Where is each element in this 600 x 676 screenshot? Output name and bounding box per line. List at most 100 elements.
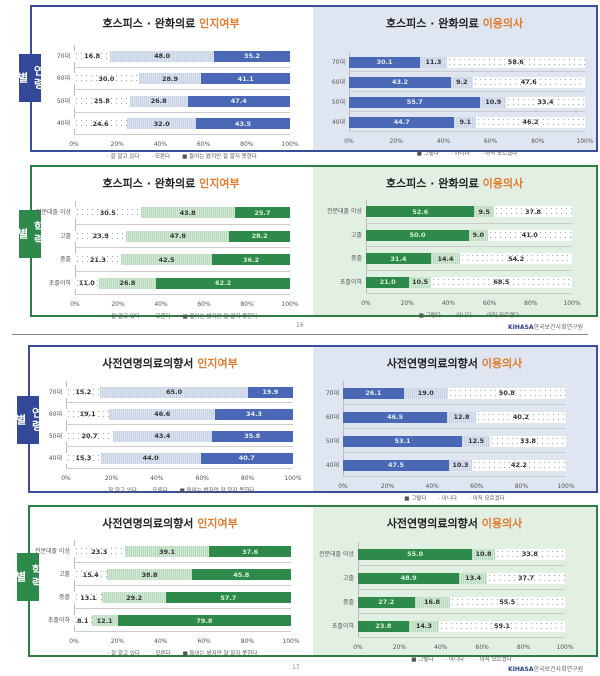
bar-row: 전문대졸 이상 52.6 9.5 37.8 xyxy=(327,206,572,218)
row-divider xyxy=(75,247,290,248)
bar-segment: 12.1 xyxy=(91,615,118,626)
row-divider xyxy=(366,222,572,224)
chart-title-highlight: 인지여부 xyxy=(197,517,238,530)
bar-row: 60대 43.2 9.2 47.6 xyxy=(332,76,585,88)
chart-title-main: 사전연명의료의향서 xyxy=(102,517,198,530)
bar-row: 40대 15.3 44.0 40.7 xyxy=(49,452,293,464)
row-divider xyxy=(74,562,291,563)
chart-5: 사전연명의료의향서 인지여부 70대 15.2 65.0 19.9 60대 19.1 46.6… xyxy=(28,345,312,495)
plot-area: 70대 30.1 11.3 58.6 60대 43.2 9.2 47.6 50대 55.7 10.9… xyxy=(332,52,594,157)
chart-title: 호스피스 · 완화의료 이용의사 xyxy=(311,175,598,191)
bar-segment: 33.8 xyxy=(490,435,566,447)
chart-title-main: 사전연명의료의향서 xyxy=(102,357,198,370)
bar-segment: 35.2 xyxy=(213,50,290,62)
chart-title-main: 호스피스 · 완화의료 xyxy=(385,17,483,30)
category-label: 50대 xyxy=(331,98,345,106)
bar-segment: 28.2 xyxy=(229,230,290,242)
x-tick-label: 0% xyxy=(61,475,71,482)
legend-item: ■ 들어는 봤지만 잘 알지 못한다 xyxy=(182,154,257,160)
chart-legend: ■ 그렇다 · 아니다 · 아직 모르겠다 xyxy=(349,149,585,157)
row-divider xyxy=(343,404,566,405)
bar-row: 40대 24.6 32.0 43.5 xyxy=(57,118,290,130)
legend-item: ■ 그렇다 xyxy=(416,151,439,157)
bar-row: 초졸이하 21.0 10.5 68.5 xyxy=(340,276,572,288)
page-number: 17 xyxy=(292,664,300,671)
row-divider xyxy=(74,66,290,68)
bar-row: 60대 19.1 46.6 34.3 xyxy=(49,408,293,420)
category-label: 60대 xyxy=(48,410,62,418)
x-axis-ticks: 0% 20% 40% 60% 80% 100% xyxy=(70,301,298,311)
bar-segment: 15.3 xyxy=(66,452,101,464)
bar-segment: 9.5 xyxy=(474,206,495,218)
chart-title-highlight: 이용의사 xyxy=(482,177,524,190)
row-divider xyxy=(66,402,293,403)
x-tick-label: 60% xyxy=(196,141,211,148)
kihasa-logo: KIHASA한국보건사회연구원 xyxy=(508,322,583,331)
row-divider xyxy=(66,424,293,425)
bar-row: 초졸이하 11.0 26.8 62.2 xyxy=(49,277,290,289)
row-divider xyxy=(358,637,565,638)
row-divider xyxy=(74,585,291,586)
y-axis xyxy=(75,201,76,295)
bar-row: 중졸 21.3 42.5 36.2 xyxy=(60,254,290,266)
chart-title-highlight: 인지여부 xyxy=(199,17,240,30)
bar-segment: 54.2 xyxy=(460,253,572,265)
x-tick-label: 40% xyxy=(153,141,168,148)
bar-segment: 44.0 xyxy=(100,452,201,464)
x-tick-label: 80% xyxy=(524,300,538,307)
legend-item: ■ 들어는 봤지만 잘 알지 못한다 xyxy=(182,314,258,320)
bar-segment: 43.8 xyxy=(140,207,235,219)
x-tick-label: 80% xyxy=(240,301,254,308)
row-divider xyxy=(74,89,290,90)
row-divider xyxy=(343,452,566,453)
category-label: 40대 xyxy=(48,454,62,462)
bar-segment: 25.8 xyxy=(74,95,130,107)
bar-segment: 48.9 xyxy=(358,572,460,584)
x-axis-ticks: 0% 20% 40% 60% 80% 100% xyxy=(353,644,573,654)
x-tick-label: 0% xyxy=(361,300,371,307)
bar-segment: 41.0 xyxy=(487,229,572,241)
legend-item: · 모른다 xyxy=(151,314,171,320)
x-tick-label: 80% xyxy=(240,141,254,148)
bar-row: 중졸 31.4 14.4 54.2 xyxy=(351,253,572,265)
category-label: 초졸이하 xyxy=(47,617,70,624)
bar-row: 고졸 48.9 13.4 37.7 xyxy=(343,572,565,584)
legend-item: · 잘 알고 있다 xyxy=(107,314,140,320)
chart-title-highlight: 이용의사 xyxy=(482,17,524,30)
legend-item: ■ 그렇다 xyxy=(404,496,427,502)
bar-segment: 30.0 xyxy=(74,73,139,85)
bar-segment: 16.8 xyxy=(74,50,111,62)
plot-area: 전문대졸 이상 55.0 10.8 33.8 고졸 48.9 13.4 37.7 중졸 27.2 1… xyxy=(319,542,574,663)
bar-row: 50대 25.8 26.8 47.4 xyxy=(57,95,290,107)
chart-title: 호스피스 · 완화의료 인지여부 xyxy=(30,15,312,31)
chart-7: 사전연명의료의향서 인지여부 전문대졸 이상 23.3 39.1 37.6 고졸 15.4 3… xyxy=(28,505,312,657)
bar-segment: 19.9 xyxy=(247,386,293,398)
bar-segment: 23.3 xyxy=(74,546,125,557)
bar-segment: 62.2 xyxy=(156,277,290,289)
bar-segment: 30.5 xyxy=(75,207,141,219)
bar-segment: 47.8 xyxy=(126,230,230,242)
bar-segment: 15.4 xyxy=(74,569,108,580)
bar-segment: 21.0 xyxy=(366,276,410,288)
chart-title-highlight: 인지여부 xyxy=(197,357,238,370)
bar-row: 초졸이하 23.8 14.3 59.1 xyxy=(332,620,565,632)
chart-legend: · 잘 알고 있다 · 모른다 ■ 들어는 봤지만 잘 알지 못한다 xyxy=(66,486,293,494)
legend-item: · 아니다 xyxy=(452,313,472,319)
category-label: 중졸 xyxy=(350,255,362,263)
x-tick-label: 40% xyxy=(434,644,448,651)
bar-segment: 50.0 xyxy=(366,229,469,241)
bar-segment: 55.5 xyxy=(449,596,565,608)
bar-segment: 25.7 xyxy=(234,207,290,219)
x-tick-label: 0% xyxy=(344,138,354,145)
legend-item: · 아니다 xyxy=(450,151,470,157)
x-tick-label: 100% xyxy=(281,301,299,308)
bar-segment: 26.1 xyxy=(343,387,404,399)
bar-segment: 13.4 xyxy=(459,572,487,584)
bar-segment: 23.9 xyxy=(75,230,127,242)
bar-segment: 33.4 xyxy=(506,96,585,108)
legend-item: · 아직 모르겠다 xyxy=(481,151,518,157)
x-tick-label: 40% xyxy=(441,300,456,307)
legend-item: ■ 들어는 봤지만 잘 알지 못한다 xyxy=(182,651,258,657)
category-label: 70대 xyxy=(325,389,339,397)
bar-segment: 20.7 xyxy=(66,430,114,442)
